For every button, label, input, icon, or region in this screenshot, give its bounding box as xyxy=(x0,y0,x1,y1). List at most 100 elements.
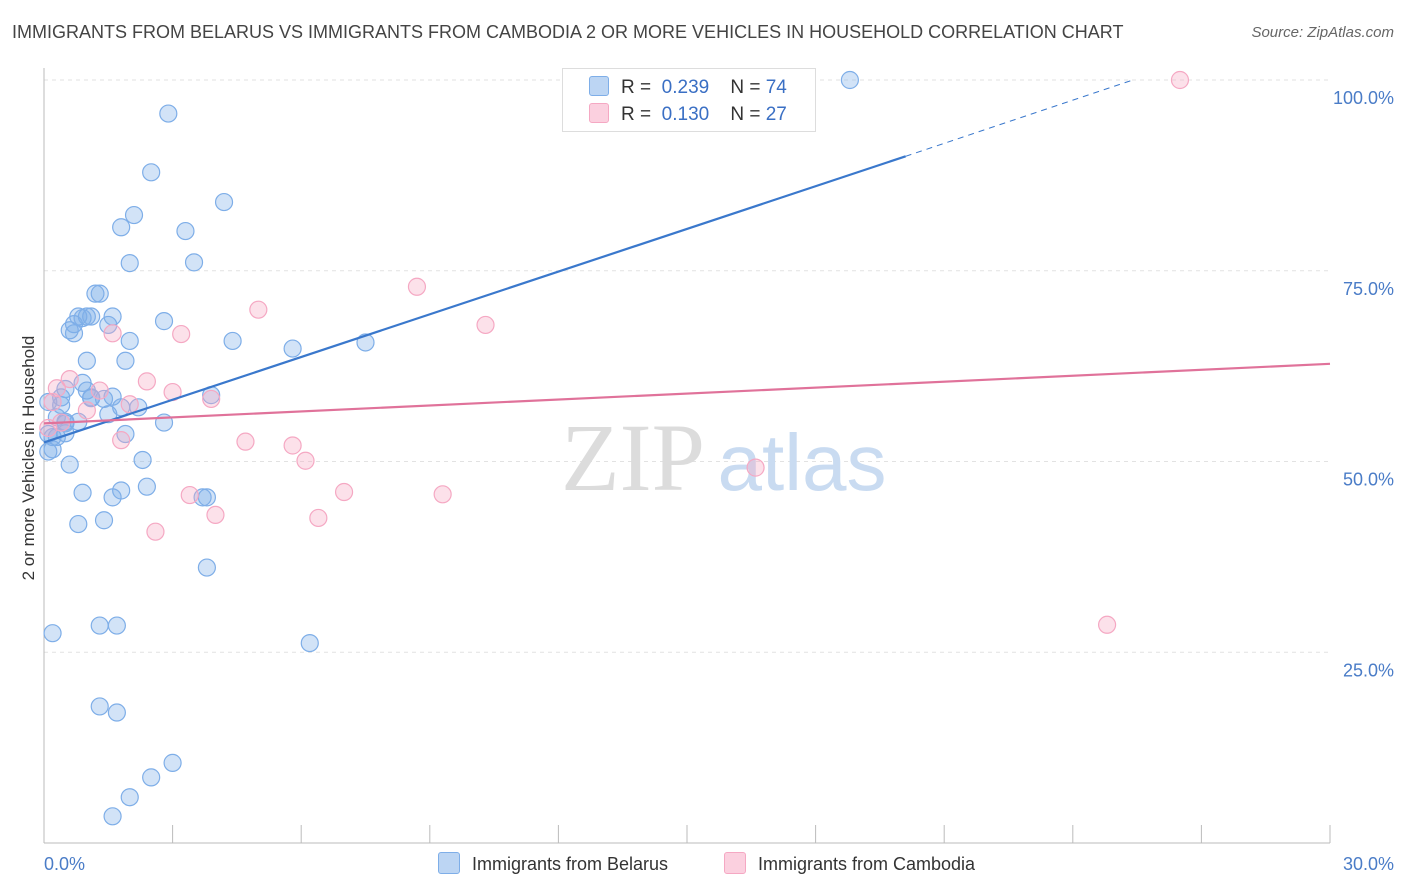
belarus-point-30 xyxy=(90,697,109,716)
cambodia-point-21 xyxy=(309,508,328,528)
belarus-point-34 xyxy=(99,315,118,335)
cambodia-point-6 xyxy=(90,381,109,400)
cambodia-point-16 xyxy=(206,505,225,525)
cambodia-point-1 xyxy=(43,392,62,412)
belarus-point-65 xyxy=(283,339,302,358)
belarus-point-18 xyxy=(69,514,88,534)
belarus-point-4 xyxy=(43,624,62,643)
belarus-point-70 xyxy=(43,440,62,459)
belarus-trendline-extension xyxy=(905,79,1133,157)
x-tick-label-min: 0.0% xyxy=(44,854,85,874)
belarus-point-13 xyxy=(60,455,79,474)
cambodia-point-18 xyxy=(249,300,268,319)
belarus-point-51 xyxy=(137,477,156,496)
belarus-point-58 xyxy=(176,221,195,241)
watermark-zip: ZIP xyxy=(561,404,705,511)
belarus-point-38 xyxy=(107,616,126,635)
cambodia-point-11 xyxy=(146,522,165,541)
legend-swatch-cambodia xyxy=(589,103,609,123)
x-tick-label-max: 30.0% xyxy=(1343,854,1394,874)
cambodia-point-4 xyxy=(60,369,79,389)
belarus-point-54 xyxy=(154,312,174,331)
cambodia-point-23 xyxy=(407,277,427,296)
belarus-point-39 xyxy=(107,703,126,722)
cambodia-point-28 xyxy=(1170,70,1190,90)
cambodia-point-7 xyxy=(103,324,122,343)
belarus-point-61 xyxy=(197,558,216,577)
y-tick-label-25: 25.0% xyxy=(1343,660,1394,680)
gridlines xyxy=(44,79,1330,653)
belarus-point-72 xyxy=(840,70,859,90)
belarus-point-46 xyxy=(120,254,139,273)
cambodia-point-25 xyxy=(476,315,495,335)
belarus-point-53 xyxy=(142,768,161,787)
cambodia-point-10 xyxy=(137,372,156,391)
chart-title: IMMIGRANTS FROM BELARUS VS IMMIGRANTS FR… xyxy=(12,22,1124,42)
cambodia-point-9 xyxy=(120,395,139,414)
series-cambodia-points xyxy=(39,70,1190,634)
belarus-point-63 xyxy=(214,192,234,212)
y-tick-label-75: 75.0% xyxy=(1343,279,1394,299)
legend-row-belarus: R = 0.239 N = 74 xyxy=(589,76,787,98)
correlation-legend: R = 0.239 N = 74 R = 0.130 N = 27 xyxy=(562,68,816,132)
watermark-atlas: atlas xyxy=(718,418,887,507)
watermark: ZIP atlas xyxy=(561,404,886,511)
series-belarus-points xyxy=(39,70,859,826)
chart-source: Source: ZipAtlas.com xyxy=(1251,24,1394,41)
belarus-point-41 xyxy=(112,218,131,237)
belarus-point-21 xyxy=(73,483,92,502)
belarus-point-50 xyxy=(133,450,152,470)
belarus-point-48 xyxy=(124,205,144,225)
belarus-trendline xyxy=(43,155,906,444)
cambodia-point-15 xyxy=(202,389,221,409)
belarus-point-62 xyxy=(197,488,216,507)
cambodia-point-26 xyxy=(746,458,765,477)
y-tick-label-50: 50.0% xyxy=(1343,470,1394,490)
cambodia-point-8 xyxy=(112,431,131,450)
x-ticks xyxy=(43,825,1331,843)
belarus-point-47 xyxy=(120,788,139,807)
belarus-point-27 xyxy=(86,284,105,303)
legend-swatch-belarus xyxy=(589,76,609,96)
cambodia-point-22 xyxy=(334,482,354,502)
bottom-legend-belarus: Immigrants from Belarus xyxy=(438,852,668,875)
belarus-point-24 xyxy=(77,351,96,370)
bottom-legend-swatch-cambodia xyxy=(724,852,746,874)
cambodia-point-24 xyxy=(433,485,452,504)
cambodia-trendline xyxy=(43,362,1331,425)
bottom-legend-cambodia: Immigrants from Cambodia xyxy=(724,852,975,875)
belarus-point-35 xyxy=(103,307,122,326)
cambodia-point-20 xyxy=(296,451,315,470)
belarus-point-59 xyxy=(184,253,204,272)
belarus-point-29 xyxy=(90,616,109,635)
cambodia-point-13 xyxy=(172,324,191,344)
belarus-point-28 xyxy=(90,284,109,303)
bottom-legend-swatch-belarus xyxy=(438,852,460,874)
belarus-point-56 xyxy=(159,104,178,123)
y-tick-label-100: 100.0% xyxy=(1333,88,1394,108)
y-axis-title: 2 or more Vehicles in Household xyxy=(19,336,38,581)
belarus-point-42 xyxy=(112,481,131,500)
cambodia-point-17 xyxy=(236,432,255,451)
cambodia-point-2 xyxy=(47,379,66,398)
belarus-point-22 xyxy=(77,307,96,326)
belarus-point-43 xyxy=(116,351,135,370)
legend-row-cambodia: R = 0.130 N = 27 xyxy=(589,103,787,125)
belarus-point-68 xyxy=(103,807,122,826)
belarus-point-66 xyxy=(300,633,319,653)
belarus-point-64 xyxy=(223,331,242,351)
y-tick-labels: 25.0% 50.0% 75.0% 100.0% xyxy=(1333,88,1394,680)
belarus-point-45 xyxy=(120,331,139,351)
belarus-point-31 xyxy=(94,511,114,530)
belarus-point-26 xyxy=(82,307,101,326)
belarus-point-7 xyxy=(52,388,71,407)
cambodia-point-19 xyxy=(283,436,302,455)
belarus-point-52 xyxy=(142,163,161,182)
belarus-point-14 xyxy=(64,324,84,343)
belarus-point-57 xyxy=(163,753,182,772)
cambodia-point-5 xyxy=(77,401,96,420)
cambodia-point-27 xyxy=(1097,615,1117,634)
cambodia-point-14 xyxy=(180,485,199,505)
trendlines xyxy=(43,79,1331,444)
